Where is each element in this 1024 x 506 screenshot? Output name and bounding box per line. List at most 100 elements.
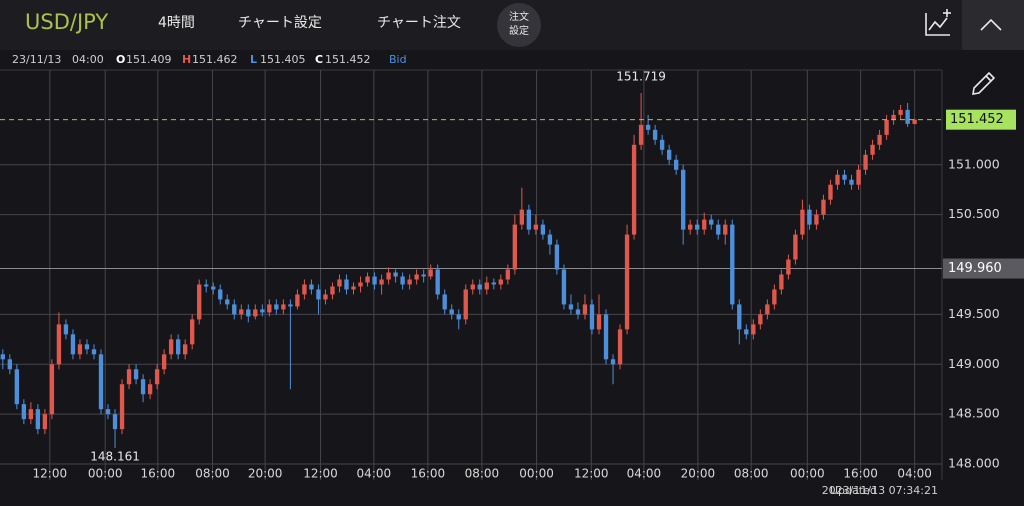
candle-body [652,129,658,140]
candle-body [197,284,202,320]
candle-body [688,224,693,230]
candle-body [730,224,735,305]
y-tick-label: 148.000 [948,456,1000,471]
candle-body [98,354,104,410]
candle-body [491,282,496,285]
low-annotation: 148.161 [90,449,140,463]
candle-body [428,269,433,277]
candle-body [105,409,111,415]
candle-body [372,276,377,285]
candle-body [505,269,510,280]
candle-body [498,279,503,285]
candle-body [260,309,265,313]
candle-body [91,349,97,355]
y-tick-label: 149.500 [948,306,1000,321]
candle-body [56,324,62,365]
candle-body [211,286,216,290]
reference-price-box [943,258,1024,279]
symbol[interactable]: USD/JPY [25,10,108,34]
x-tick-label: 00:00 [519,467,554,481]
candle-body [807,209,812,225]
x-tick-label: 08:00 [195,467,230,481]
chart-settings-button[interactable]: チャート設定 [238,15,322,31]
chart-order-button[interactable]: チャート注文 [377,15,461,31]
candle-body [295,294,300,307]
updated-label: Updated [830,484,877,497]
candle-body [666,149,672,160]
candle-body [182,344,188,355]
ohlc-field-label: C [315,53,323,66]
indicator-icon[interactable] [925,9,951,36]
candle-body [554,244,560,270]
candle-body [309,284,314,290]
last-price-label: 151.452 [950,112,1004,127]
candle-body [218,289,223,300]
candle-body [84,344,90,350]
order-settings-label: 注文 [509,10,529,23]
candle-body [147,384,153,395]
candle-body [28,409,34,420]
candle-body [379,279,384,285]
candle-body [519,209,525,225]
candle-body [659,139,665,150]
candle-body [393,272,398,277]
candle-body [337,279,342,287]
candle-body [575,309,581,315]
order-settings-label: 設定 [509,24,529,37]
candle-body [435,269,440,295]
ohlc-field-value: 151.462 [192,53,238,66]
ohlc-field-value: 151.452 [325,53,371,66]
candle-body [7,359,12,370]
candle-body [786,259,791,275]
y-tick-label: 151.000 [948,156,1000,171]
collapse-button[interactable] [962,0,1024,50]
candle-body [421,274,426,277]
candle-body [386,272,391,280]
candle-body [617,329,623,365]
candle-body [912,119,917,124]
candle-body [351,286,356,290]
candle-body [638,124,644,145]
candle-body [175,339,181,355]
x-tick-label: 04:00 [357,467,392,481]
candle-body [365,276,370,283]
candle-body [358,282,363,287]
x-tick-label: 16:00 [843,467,878,481]
candle-body [484,282,489,290]
candle-body [154,369,160,385]
caret-up-icon [980,18,1002,31]
candle-body [330,286,335,295]
x-tick-label: 08:00 [465,467,500,481]
candle-body [63,324,69,335]
interval-button[interactable]: 4時間 [158,15,195,31]
candle-body [758,314,763,325]
candle-body [246,309,251,317]
candle-body [821,199,826,215]
candle-body [645,124,651,130]
candle-body [582,304,588,315]
x-tick-label: 04:00 [627,467,662,481]
candle-body [884,119,889,135]
x-tick-label: 08:00 [734,467,769,481]
candle-body [737,304,742,330]
candle-body [442,294,447,310]
candle-body [414,274,419,280]
ohlc-field-label: O [116,53,125,66]
candle-body [526,209,532,230]
candle-body [842,174,847,180]
candle-body [267,304,272,313]
candle-body [323,294,328,300]
draw-icon[interactable] [972,71,996,95]
candle-body [695,224,700,230]
candle-body [702,219,707,230]
x-tick-label: 00:00 [88,467,123,481]
price-side: Bid [389,53,407,66]
candle-body [316,289,321,300]
candle-body [204,284,209,287]
order-settings-button[interactable] [497,3,541,47]
x-tick-label: 16:00 [411,467,446,481]
candle-body [905,109,910,124]
ohlc-field-value: 151.405 [260,53,306,66]
candle-body [344,279,349,290]
